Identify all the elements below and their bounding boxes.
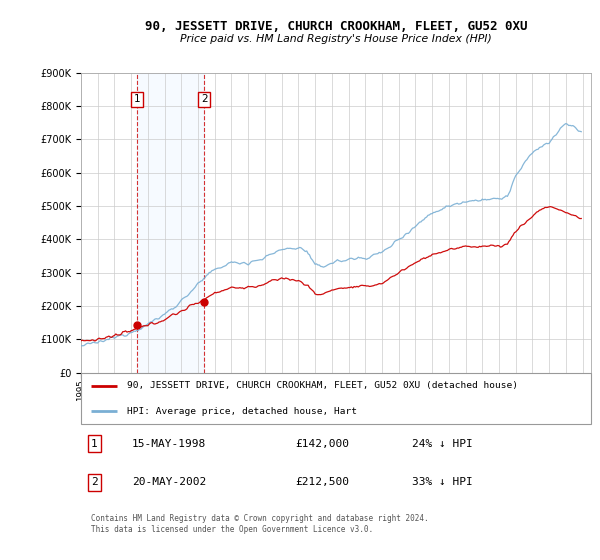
Text: £212,500: £212,500 <box>295 478 349 487</box>
Text: 15-MAY-1998: 15-MAY-1998 <box>132 438 206 449</box>
Text: 20-MAY-2002: 20-MAY-2002 <box>132 478 206 487</box>
Text: 1: 1 <box>134 95 140 105</box>
Text: £142,000: £142,000 <box>295 438 349 449</box>
Text: 90, JESSETT DRIVE, CHURCH CROOKHAM, FLEET, GU52 0XU (detached house): 90, JESSETT DRIVE, CHURCH CROOKHAM, FLEE… <box>127 381 518 390</box>
Text: 2: 2 <box>201 95 208 105</box>
Text: HPI: Average price, detached house, Hart: HPI: Average price, detached house, Hart <box>127 407 357 416</box>
Text: Contains HM Land Registry data © Crown copyright and database right 2024.
This d: Contains HM Land Registry data © Crown c… <box>91 514 429 534</box>
Text: 90, JESSETT DRIVE, CHURCH CROOKHAM, FLEET, GU52 0XU: 90, JESSETT DRIVE, CHURCH CROOKHAM, FLEE… <box>145 20 527 32</box>
Text: Price paid vs. HM Land Registry's House Price Index (HPI): Price paid vs. HM Land Registry's House … <box>180 34 492 44</box>
FancyBboxPatch shape <box>81 372 591 424</box>
Bar <box>137 73 205 372</box>
Text: 1: 1 <box>91 438 98 449</box>
Text: 33% ↓ HPI: 33% ↓ HPI <box>413 478 473 487</box>
Text: 24% ↓ HPI: 24% ↓ HPI <box>413 438 473 449</box>
Text: 2: 2 <box>91 478 98 487</box>
